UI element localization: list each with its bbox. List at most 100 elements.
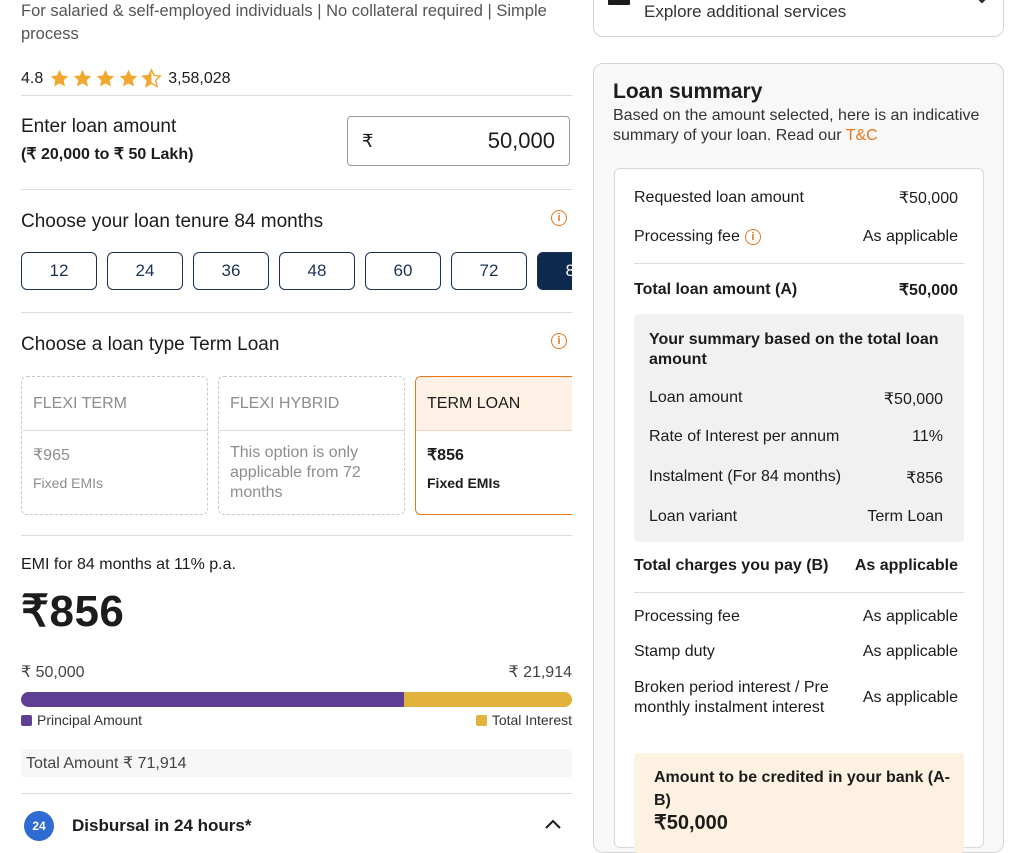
divider: [21, 535, 572, 536]
loan-amount-value[interactable]: 50,000: [487, 128, 555, 153]
total-charges-row: Total charges you pay (B) As applicable: [634, 557, 958, 575]
breakdown-value: ₹856: [906, 470, 943, 487]
loan-type-term-loan[interactable]: TERM LOAN ₹856 Fixed EMIs: [415, 376, 585, 515]
loan-amount-label: Enter loan amount: [21, 116, 177, 137]
emi-value: ₹856: [21, 587, 125, 636]
breakdown-value: 11%: [912, 428, 943, 445]
summary-description-text: Based on the amount selected, here is an…: [613, 107, 980, 144]
tenure-option-72[interactable]: 72: [451, 252, 527, 290]
star-half-icon: [141, 68, 163, 88]
info-icon[interactable]: i: [551, 333, 567, 349]
interest-legend: Total Interest: [420, 712, 572, 728]
breakdown-row: Loan amount ₹50,000: [649, 389, 943, 409]
summary-title: Loan summary: [613, 80, 763, 103]
divider: [634, 263, 964, 264]
interest-legend-swatch: [475, 715, 487, 726]
principal-legend: Principal Amount: [21, 712, 142, 728]
disbursal-24-icon: 24: [24, 811, 54, 841]
star-icon: [97, 69, 115, 87]
breakdown-title: Your summary based on the total loan amo…: [649, 331, 939, 368]
tenure-option-36[interactable]: 36: [193, 252, 269, 290]
requested-amount-value: ₹50,000: [898, 190, 958, 207]
loan-type-name: FLEXI HYBRID: [219, 377, 404, 431]
breakdown-label: Instalment (For 84 months): [649, 468, 842, 485]
charge-row: Processing fee As applicable: [634, 608, 958, 626]
additional-services-card[interactable]: [593, 0, 1004, 37]
total-loan-amount-label: Total loan amount (A): [634, 281, 798, 298]
total-amount: Total Amount ₹ 71,914: [21, 749, 572, 777]
charge-row: Stamp duty As applicable: [634, 643, 958, 661]
charge-value: As applicable: [862, 643, 958, 660]
star-icon: [51, 69, 69, 87]
rupee-icon: ₹: [362, 130, 374, 151]
charge-label: Stamp duty: [634, 643, 715, 660]
tenure-option-84[interactable]: 84: [537, 252, 572, 290]
loan-type-name: FLEXI TERM: [22, 377, 207, 431]
loan-type-emi: ₹856: [427, 447, 464, 464]
total-loan-amount-value: ₹50,000: [898, 282, 958, 299]
rating: 4.8 3,58,028: [21, 68, 231, 89]
credited-amount-value: ₹50,000: [654, 812, 728, 834]
breakdown-label: Loan amount: [649, 389, 743, 406]
scroll-mask: [572, 370, 594, 520]
loan-amount-range: (₹ 20,000 to ₹ 50 Lakh): [21, 146, 194, 163]
charge-row: Broken period interest / Pre monthly ins…: [634, 678, 958, 718]
loan-type-title: Choose a loan type Term Loan: [21, 334, 280, 355]
charge-value: As applicable: [862, 608, 958, 625]
tenure-title: Choose your loan tenure 84 months: [21, 211, 324, 232]
emi-breakup-bar: [21, 692, 572, 707]
loan-amount-input[interactable]: ₹ 50,000: [347, 116, 570, 166]
processing-fee-value: As applicable: [862, 228, 958, 245]
divider: [21, 95, 572, 96]
services-icon: [608, 0, 630, 5]
credited-amount-label: Amount to be credited in your bank (A-B): [654, 769, 951, 809]
chevron-up-icon[interactable]: [544, 818, 562, 830]
breakdown-row: Loan variant Term Loan: [649, 508, 943, 526]
breakdown-label: Rate of Interest per annum: [649, 428, 840, 445]
tenure-option-60[interactable]: 60: [365, 252, 441, 290]
disbursal-24-icon-label: 24: [32, 819, 46, 833]
charge-value: As applicable: [862, 689, 958, 706]
divider: [21, 189, 572, 190]
rating-score: 4.8: [21, 69, 44, 87]
divider: [21, 312, 572, 313]
principal-legend-swatch: [21, 715, 32, 726]
emi-label: EMI for 84 months at 11% p.a.: [21, 556, 236, 573]
tenure-option-48[interactable]: 48: [279, 252, 355, 290]
principal-legend-label: Principal Amount: [37, 712, 143, 728]
tenure-options: 12 24 36 48 60 72 84: [21, 252, 572, 292]
loan-type-flexi-hybrid[interactable]: FLEXI HYBRID This option is only applica…: [218, 376, 405, 515]
rating-stars: [49, 68, 163, 89]
info-icon[interactable]: i: [744, 229, 761, 245]
loan-type-emi: ₹965: [33, 447, 70, 464]
breakdown-row: Instalment (For 84 months) ₹856: [649, 468, 943, 488]
loan-type-note: This option is only applicable from 72 m…: [230, 444, 361, 501]
breakdown-label: Loan variant: [649, 508, 738, 525]
summary-breakdown-box: [634, 314, 964, 542]
tenure-option-12[interactable]: 12: [21, 252, 97, 290]
requested-amount-label: Requested loan amount: [634, 189, 804, 206]
divider: [634, 592, 964, 593]
tenure-option-24[interactable]: 24: [107, 252, 183, 290]
interest-legend-label: Total Interest: [491, 712, 572, 728]
processing-fee-label: Processing fee: [634, 228, 740, 245]
charge-label: Broken period interest / Pre monthly ins…: [634, 679, 829, 716]
interest-bar: [403, 692, 572, 707]
total-loan-amount-row: Total loan amount (A) ₹50,000: [634, 280, 958, 300]
loan-type-name: TERM LOAN: [416, 377, 585, 431]
requested-amount-row: Requested loan amount ₹50,000: [634, 188, 958, 208]
breakdown-value: Term Loan: [867, 508, 943, 525]
chevron-down-icon[interactable]: [974, 0, 990, 4]
breakdown-row: Rate of Interest per annum 11%: [649, 428, 943, 446]
disbursal-label: Disbursal in 24 hours*: [72, 816, 252, 835]
tc-link[interactable]: T&C: [845, 127, 878, 144]
interest-value: ₹ 21,914: [508, 664, 572, 681]
breakdown-value: ₹50,000: [883, 391, 943, 408]
info-icon[interactable]: i: [551, 210, 567, 226]
loan-type-flexi-term[interactable]: FLEXI TERM ₹965 Fixed EMIs: [21, 376, 208, 515]
processing-fee-row: Processing fee i As applicable: [634, 228, 958, 246]
total-charges-label: Total charges you pay (B): [634, 557, 829, 574]
principal-value: ₹ 50,000: [21, 664, 85, 681]
divider: [21, 793, 572, 794]
star-icon: [120, 69, 138, 87]
